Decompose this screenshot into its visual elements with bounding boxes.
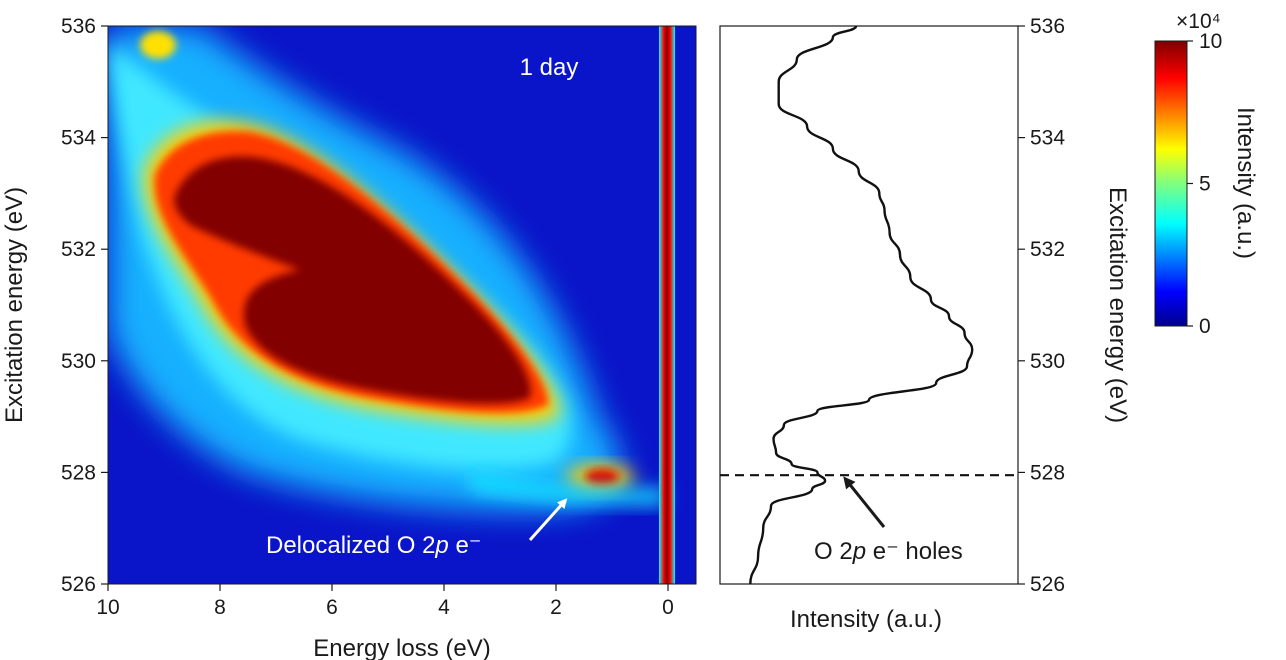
heatmap-band-core	[174, 156, 531, 404]
heatmap-x-tick-label: 6	[326, 596, 338, 619]
heatmap-spot-upper	[140, 31, 176, 59]
colorbar-multiplier: ×10⁴	[1176, 10, 1221, 33]
spectrum-y-tick-label: 536	[1030, 15, 1065, 38]
heatmap-x-tick-label: 0	[662, 596, 674, 619]
heatmap-x-axis: 10 8 6 4 2 0	[96, 584, 674, 619]
colorbar-ticks: 0 5 10	[1187, 30, 1222, 338]
spectrum-frame	[719, 25, 1019, 585]
spectrum-y-tick-label: 534	[1030, 127, 1065, 150]
heatmap-tail	[470, 470, 665, 505]
heatmap-y-axis-title: Excitation energy (eV)	[1, 187, 28, 423]
heatmap-panel: 1 day 526 528 530 532 534 536 10 8 6 4 2 0 Excitat…	[1, 15, 697, 660]
delocalized-label: Delocalized O 2p e⁻	[266, 532, 481, 559]
heatmap-y-tick-label: 530	[61, 350, 96, 373]
spectrum-y-tick-label: 532	[1030, 238, 1065, 261]
heatmap-y-tick-label: 528	[61, 461, 96, 484]
spectrum-x-axis-title: Intensity (a.u.)	[790, 606, 942, 633]
spectrum-y-axis-title: Excitation energy (eV)	[1104, 187, 1131, 423]
holes-label: O 2p e⁻ holes	[814, 538, 963, 565]
heatmap-x-tick-label: 4	[438, 596, 450, 619]
heatmap-x-axis-title: Energy loss (eV)	[313, 635, 490, 660]
heatmap-elastic-line	[659, 26, 675, 584]
heatmap-x-tick-label: 8	[214, 596, 226, 619]
colorbar-tick-label: 0	[1199, 315, 1211, 338]
heatmap-frame	[107, 25, 697, 585]
colorbar-label: Intensity (a.u.)	[1232, 107, 1259, 259]
heatmap-y-tick-label: 526	[61, 573, 96, 596]
colorbar: 0 5 10 ×10⁴ Intensity (a.u.)	[1154, 10, 1259, 338]
heatmap-y-tick-label: 532	[61, 238, 96, 261]
heatmap-y-tick-label: 536	[61, 15, 96, 38]
heatmap-x-tick-label: 10	[96, 596, 119, 619]
heatmap-y-tick-label: 534	[61, 127, 96, 150]
spectrum-panel: 526 528 530 532 534 536 Excitation energy (eV…	[719, 15, 1131, 633]
spectrum-y-axis: 526 528 530 532 534 536	[1018, 15, 1065, 596]
heatmap-y-axis: 526 528 530 532 534 536	[61, 15, 108, 596]
colorbar-tick-label: 10	[1199, 30, 1222, 53]
heatmap-o2p-core	[585, 469, 619, 485]
panel-label: 1 day	[520, 54, 579, 81]
spectrum-y-tick-label: 528	[1030, 461, 1065, 484]
colorbar-gradient	[1154, 40, 1188, 327]
heatmap-image	[108, 26, 696, 584]
spectrum-curve	[749, 25, 974, 585]
spectrum-y-tick-label: 526	[1030, 573, 1065, 596]
heatmap-x-tick-label: 2	[550, 596, 562, 619]
holes-arrow	[843, 476, 886, 528]
spectrum-y-tick-label: 530	[1030, 350, 1065, 373]
colorbar-tick-label: 5	[1199, 173, 1211, 196]
delocalized-arrow	[528, 498, 568, 542]
